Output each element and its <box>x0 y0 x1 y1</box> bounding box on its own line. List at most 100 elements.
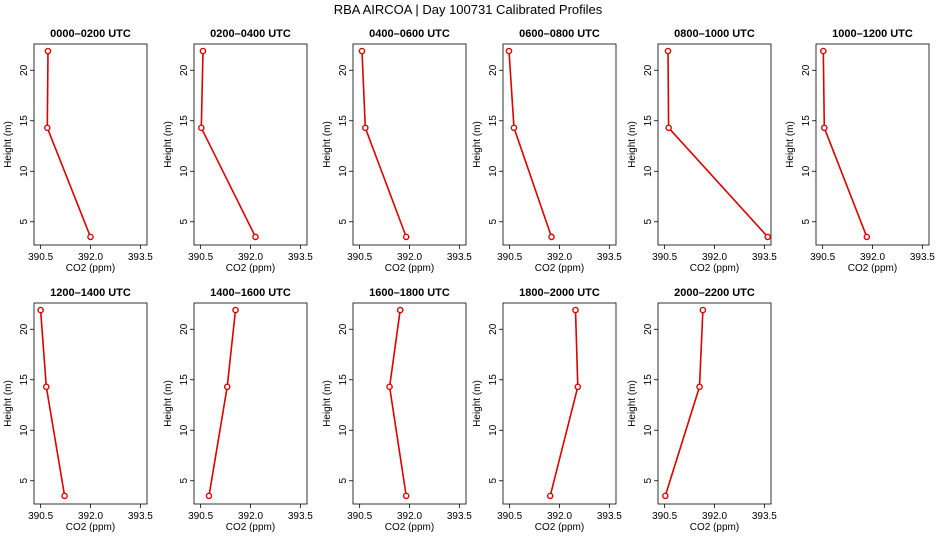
co2-data-point <box>572 306 579 314</box>
x-axis-label: CO2 (ppm) <box>66 263 115 274</box>
co2-data-point <box>402 233 410 241</box>
panel-title: 1000–1200 UTC <box>832 28 913 40</box>
x-tick-label: 390.5 <box>497 252 522 263</box>
figure-title: RBA AIRCOA | Day 100731 Calibrated Profi… <box>334 2 603 17</box>
y-tick-label: 10 <box>643 424 654 436</box>
y-tick-label: 15 <box>488 115 499 127</box>
co2-data-point <box>44 47 52 55</box>
panel-title: 2000–2200 UTC <box>674 287 755 299</box>
y-tick-label: 20 <box>19 64 30 76</box>
y-axis-label: Height (m) <box>322 121 333 168</box>
panel-title: 1200–1400 UTC <box>50 287 131 299</box>
x-tick-label: 392.0 <box>547 511 572 522</box>
x-tick-label: 393.5 <box>128 511 153 522</box>
y-tick-label: 15 <box>801 115 812 127</box>
x-tick-label: 390.5 <box>652 511 677 522</box>
y-tick-label: 5 <box>643 478 654 484</box>
y-tick-label: 15 <box>19 374 30 386</box>
y-tick-label: 15 <box>338 115 349 127</box>
y-tick-label: 5 <box>801 219 812 225</box>
co2-data-point <box>358 47 366 55</box>
co2-data-point <box>198 124 205 132</box>
y-axis-label: Height (m) <box>472 380 483 427</box>
y-tick-label: 20 <box>643 323 654 335</box>
y-axis-label: Height (m) <box>3 121 14 168</box>
x-axis-label: CO2 (ppm) <box>690 522 739 533</box>
plot-frame <box>657 43 772 246</box>
co2-profile-line <box>361 51 407 238</box>
x-tick-label: 390.5 <box>347 511 372 522</box>
profile-panel: 2000–2200 UTC 390.5 392.0 393.5 CO2 (ppm) 5 10… <box>627 287 777 533</box>
y-axis-label: Height (m) <box>163 380 174 427</box>
co2-profile-line <box>388 309 407 497</box>
co2-profile-line <box>200 51 257 238</box>
plot-frame <box>33 302 148 505</box>
co2-profile-line <box>667 51 769 238</box>
co2-profile-line <box>508 51 553 238</box>
x-tick-label: 390.5 <box>810 252 835 263</box>
co2-profile-line <box>208 310 237 497</box>
x-tick-label: 393.5 <box>447 511 472 522</box>
panel-title: 1400–1600 UTC <box>210 287 291 299</box>
y-axis-label: Height (m) <box>785 121 796 168</box>
x-tick-label: 392.0 <box>860 252 885 263</box>
y-tick-label: 5 <box>19 219 30 225</box>
plot-frame <box>502 302 617 505</box>
x-tick-label: 390.5 <box>347 252 372 263</box>
x-axis-label: CO2 (ppm) <box>226 522 275 533</box>
panel-title: 1800–2000 UTC <box>519 287 600 299</box>
co2-data-point <box>510 124 518 132</box>
x-tick-label: 393.5 <box>288 252 313 263</box>
x-tick-label: 393.5 <box>752 511 777 522</box>
x-axis-label: CO2 (ppm) <box>385 263 434 274</box>
y-tick-label: 15 <box>488 374 499 386</box>
x-axis-label: CO2 (ppm) <box>535 263 584 274</box>
y-tick-label: 15 <box>643 115 654 127</box>
profile-panel: 0400–0600 UTC 390.5 392.0 393.5 CO2 (ppm) 5 10… <box>322 28 472 274</box>
y-tick-label: 15 <box>643 374 654 386</box>
co2-data-point <box>863 233 871 241</box>
co2-data-point <box>548 233 555 241</box>
profile-panel: 1000–1200 UTC 390.5 392.0 393.5 CO2 (ppm) 5 10… <box>785 28 935 274</box>
co2-data-point <box>199 47 207 55</box>
x-tick-label: 392.0 <box>702 252 727 263</box>
plot-frame <box>193 302 308 505</box>
co2-profile-line <box>664 310 704 497</box>
co2-data-point <box>232 306 239 314</box>
x-tick-label: 393.5 <box>447 252 472 263</box>
co2-data-point <box>42 383 50 391</box>
co2-data-point <box>43 124 51 132</box>
x-tick-label: 390.5 <box>28 511 53 522</box>
plot-frame <box>657 302 772 505</box>
x-tick-label: 392.0 <box>547 252 572 263</box>
co2-data-point <box>820 47 827 55</box>
panel-title: 1600–1800 UTC <box>369 287 450 299</box>
y-tick-label: 15 <box>338 374 349 386</box>
y-tick-label: 10 <box>801 165 812 177</box>
y-axis-label: Height (m) <box>163 121 174 168</box>
profile-panel: 1400–1600 UTC 390.5 392.0 393.5 CO2 (ppm) 5 10… <box>163 287 313 533</box>
co2-data-point <box>546 492 554 500</box>
panel-title: 0400–0600 UTC <box>369 28 450 40</box>
plot-frame <box>352 302 467 505</box>
co2-data-point <box>664 47 672 55</box>
y-axis-label: Height (m) <box>322 380 333 427</box>
plot-frame <box>352 43 467 246</box>
y-tick-label: 5 <box>19 478 30 484</box>
profile-panel: 1200–1400 UTC 390.5 392.0 393.5 CO2 (ppm) 5 10… <box>3 287 153 533</box>
y-tick-label: 5 <box>488 478 499 484</box>
y-tick-label: 15 <box>179 115 190 127</box>
x-tick-label: 393.5 <box>910 252 935 263</box>
plot-frame <box>193 43 308 246</box>
x-tick-label: 390.5 <box>28 252 53 263</box>
co2-data-point <box>396 306 404 314</box>
x-tick-label: 393.5 <box>752 252 777 263</box>
y-tick-label: 20 <box>338 323 349 335</box>
co2-data-point <box>61 492 68 500</box>
x-tick-label: 392.0 <box>78 511 103 522</box>
x-tick-label: 393.5 <box>288 511 313 522</box>
profile-panel: 1600–1800 UTC 390.5 392.0 393.5 CO2 (ppm) 5 10… <box>322 287 472 533</box>
y-tick-label: 10 <box>488 165 499 177</box>
